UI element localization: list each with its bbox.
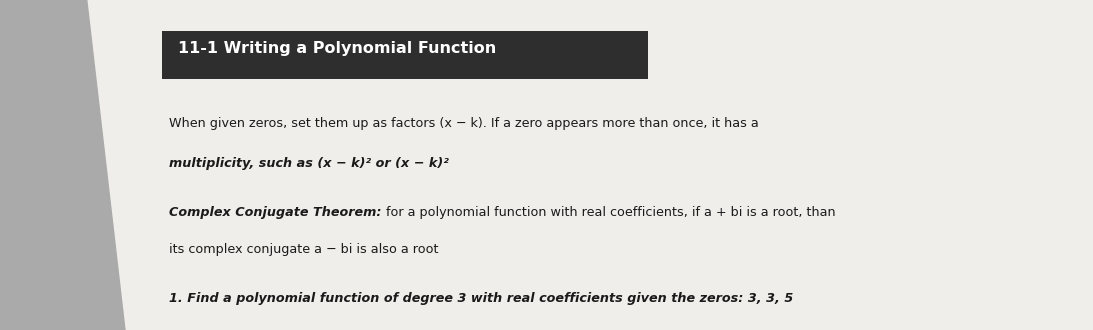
Text: Complex Conjugate Theorem:: Complex Conjugate Theorem: <box>169 206 381 219</box>
FancyBboxPatch shape <box>162 31 648 79</box>
Text: 11-1 Writing a Polynomial Function: 11-1 Writing a Polynomial Function <box>178 41 496 56</box>
Polygon shape <box>87 0 1093 330</box>
Text: multiplicity, such as (x − k)² or (x − k)²: multiplicity, such as (x − k)² or (x − k… <box>169 157 449 170</box>
Text: its complex conjugate a − bi is also a root: its complex conjugate a − bi is also a r… <box>169 243 439 255</box>
Text: for a polynomial function with real coefficients, if a + bi is a root, than: for a polynomial function with real coef… <box>381 206 835 219</box>
Text: Complex Conjugate Theorem:: Complex Conjugate Theorem: <box>169 206 381 219</box>
Text: When given zeros, set them up as factors (x − k). If a zero appears more than on: When given zeros, set them up as factors… <box>169 117 760 130</box>
Text: 1. Find a polynomial function of degree 3 with real coefficients given the zeros: 1. Find a polynomial function of degree … <box>169 292 794 305</box>
